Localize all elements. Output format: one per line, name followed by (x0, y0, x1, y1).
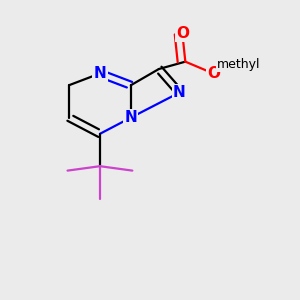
Text: O: O (207, 66, 220, 81)
Text: N: N (173, 85, 186, 100)
Text: N: N (94, 66, 106, 81)
Text: methyl: methyl (217, 58, 260, 71)
Text: N: N (124, 110, 137, 125)
Text: O: O (176, 26, 189, 41)
